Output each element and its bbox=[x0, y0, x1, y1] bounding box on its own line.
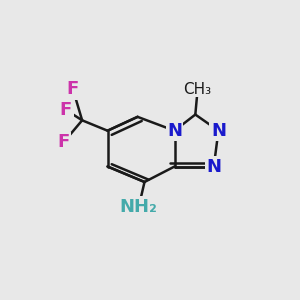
Text: N: N bbox=[206, 158, 221, 175]
Text: F: F bbox=[58, 133, 70, 151]
Text: N: N bbox=[167, 122, 182, 140]
Text: F: F bbox=[67, 80, 79, 98]
Text: F: F bbox=[60, 101, 72, 119]
Text: N: N bbox=[211, 122, 226, 140]
Text: NH₂: NH₂ bbox=[120, 198, 158, 216]
Text: CH₃: CH₃ bbox=[184, 82, 212, 97]
